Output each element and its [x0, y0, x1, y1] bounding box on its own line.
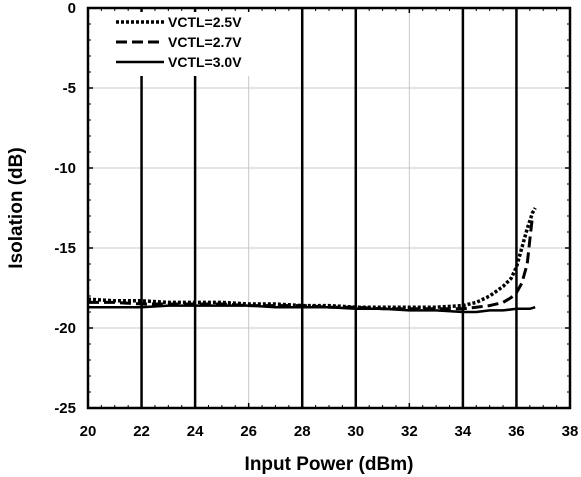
x-tick-label: 38	[562, 423, 579, 440]
x-tick-label: 20	[80, 423, 97, 440]
axis-ticks: 20 22 24 26 28 30 32 34 36 38 0 -5 -10 -15 -20 -25	[54, 0, 578, 440]
legend-label-2: VCTL=2.7V	[168, 34, 242, 50]
y-tick-label: -10	[54, 160, 76, 177]
x-tick-label: 22	[133, 423, 150, 440]
series-lines	[87, 207, 537, 314]
x-axis-title: Input Power (dBm)	[245, 454, 414, 475]
x-tick-label: 34	[455, 423, 472, 440]
series-line-2	[88, 215, 534, 311]
x-tick-label: 32	[401, 423, 418, 440]
legend-background	[112, 12, 278, 76]
x-tick-label: 28	[294, 423, 311, 440]
x-tick-label: 26	[240, 423, 257, 440]
y-tick-label: -15	[54, 240, 76, 257]
y-tick-label: -20	[54, 320, 76, 337]
y-axis-title: Isolation (dB)	[6, 147, 27, 268]
y-tick-label: -25	[54, 400, 76, 417]
y-tick-label: -5	[63, 80, 76, 97]
x-tick-label: 24	[187, 423, 204, 440]
x-tick-label: 30	[347, 423, 364, 440]
y-tick-label: 0	[68, 0, 76, 17]
series-line-3	[88, 304, 536, 314]
legend-label-1: VCTL=2.5V	[168, 14, 242, 30]
series-line-1	[87, 207, 537, 309]
legend-label-3: VCTL=3.0V	[168, 54, 242, 70]
x-tick-label: 36	[508, 423, 525, 440]
legend: VCTL=2.5V VCTL=2.7V VCTL=3.0V	[112, 12, 278, 76]
